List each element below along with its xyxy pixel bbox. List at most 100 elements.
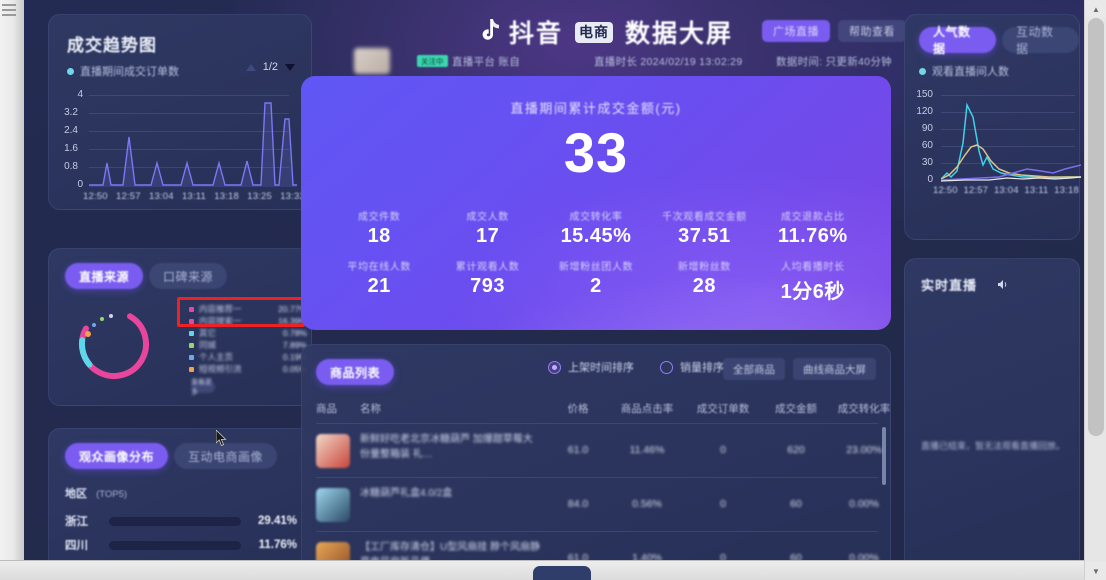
tab-interaction[interactable]: 互动数据	[1002, 25, 1079, 56]
legend-value: 0.19%	[282, 352, 307, 362]
scroll-up-arrow-icon[interactable]: ▲	[1085, 0, 1106, 18]
scroll-down-arrow-icon[interactable]: ▼	[1085, 562, 1106, 580]
tab-ecommerce-profile[interactable]: 互动电商画像	[174, 443, 278, 469]
browser-bottom-tab[interactable]	[533, 566, 591, 580]
pop-ytick-60: 60	[921, 140, 933, 151]
live-panel-title: 实时直播	[921, 278, 978, 293]
trend-xtick-4: 13:18	[214, 191, 240, 202]
browser-bottom-edge	[0, 560, 1106, 580]
legend-item[interactable]: 个人主页 0.19%	[189, 351, 307, 363]
pop-ytick-0: 0	[927, 174, 933, 185]
kpi-item: 人均看播时长 1分6秒	[759, 258, 867, 304]
region-row: 浙江 29.41%	[65, 513, 297, 529]
product-click-rate: 0.56%	[632, 498, 662, 510]
avatar-badge: 关注中	[417, 55, 448, 67]
pop-ytick-90: 90	[921, 123, 933, 134]
trend-ytick-32: 3.2	[64, 107, 78, 118]
legend-item[interactable]: 内容推荐一 20.77%	[189, 303, 307, 315]
col-click-rate: 商品点击率	[620, 403, 674, 415]
region-row: 四川 11.76%	[65, 537, 297, 553]
region-panel: 观众画像分布 互动电商画像 地区 (TOP5) 浙江 29.41% 四川 11.…	[48, 428, 312, 560]
kpi-value: 11.76%	[777, 225, 848, 247]
source-tabs: 直播来源 口碑来源	[65, 263, 228, 289]
source-more-button[interactable]: 查看更多	[191, 379, 215, 396]
kpi-value: 18	[367, 225, 391, 247]
trend-pager-label: 1/2	[262, 61, 278, 73]
region-name: 四川	[65, 540, 88, 552]
table-curve-screen-button[interactable]: 曲线商品大屏	[793, 358, 876, 380]
trend-xtick-3: 13:11	[181, 191, 207, 202]
product-orders: 0	[720, 498, 726, 510]
product-orders: 0	[720, 444, 726, 456]
legend-item[interactable]: 内容搜索一 16.39%	[189, 315, 307, 327]
trend-ytick-4: 4	[77, 89, 83, 100]
hero-label: 直播期间累计成交金额(元)	[510, 101, 682, 116]
live-message: 直播已结束，暂无法观看直播回放。	[921, 441, 1066, 451]
table-row[interactable]: 新鲜好吃老北京冰糖葫芦 加爆甜草莓大份量整箱装 礼… 61.0 11.46% 0…	[316, 423, 882, 477]
header-meta-delay: 数据时间: 只更新40分钟	[776, 56, 892, 68]
legend-item[interactable]: 其它 0.78%	[189, 327, 307, 339]
kpi-label: 成交退款占比	[780, 212, 845, 223]
header-buttons: 广场直播 帮助查看	[762, 20, 906, 42]
trend-pager[interactable]: 1/2	[245, 61, 295, 73]
table-row[interactable]: 冰糖葫芦礼盒4.0/2盒 84.0 0.56% 0 60 0.00%	[316, 477, 879, 531]
table-all-products-button[interactable]: 全部商品	[723, 358, 785, 380]
header-title-part1: 抖音	[509, 20, 564, 48]
scrollbar-thumb[interactable]	[1088, 18, 1104, 436]
pop-xtick-0: 12:50	[933, 185, 958, 196]
product-table-panel: 商品列表 上架时间排序 销量排序 全部商品 曲线商品大屏	[301, 344, 891, 560]
menu-icon[interactable]	[2, 4, 16, 16]
tab-source-word[interactable]: 口碑来源	[149, 263, 228, 289]
kpi-item: 成交转化率 15.45%	[542, 208, 650, 248]
live-panel: 实时直播 直播已结束，暂无法观看直播回放。	[904, 258, 1080, 560]
source-donut-chart	[71, 301, 157, 387]
region-pct: 11.76%	[258, 539, 297, 551]
legend-value: 0.05%	[282, 364, 307, 374]
legend-item[interactable]: 同城 7.89%	[189, 339, 307, 351]
avatar[interactable]	[354, 48, 390, 74]
table-row[interactable]: 【工厂库存清仓】U型风扇挂 脖个风扇静音电风扇新品便… 61.0 1.40% 0…	[316, 531, 879, 560]
page-scrollbar[interactable]: ▲ ▼	[1084, 0, 1106, 580]
triangle-up-icon[interactable]	[245, 63, 256, 71]
tab-product-list[interactable]: 商品列表	[316, 359, 395, 385]
col-amount: 成交金额	[775, 403, 817, 415]
kpi-label: 新增粉丝数	[677, 262, 731, 273]
header-help-button[interactable]: 帮助查看	[838, 20, 906, 42]
product-thumbnail	[316, 488, 350, 522]
radio-sort-sales[interactable]: 销量排序	[660, 359, 724, 375]
trend-xtick-2: 13:04	[148, 191, 174, 202]
pop-ytick-120: 120	[916, 106, 933, 117]
tab-source-live[interactable]: 直播来源	[65, 263, 144, 289]
tab-popularity[interactable]: 人气数据	[919, 25, 996, 56]
legend-dot-icon	[67, 67, 74, 75]
kpi-item: 新增粉丝团人数 2	[542, 258, 650, 304]
col-conversion: 成交转化率	[837, 403, 891, 415]
product-amount: 60	[790, 552, 802, 560]
trend-ytick-16: 1.6	[64, 143, 78, 154]
table-scroll-thumb[interactable]	[882, 427, 886, 485]
legend-item[interactable]: 短视频引流 0.05%	[189, 363, 307, 375]
radio-sort-uptime[interactable]: 上架时间排序	[548, 359, 634, 375]
header-primary-button[interactable]: 广场直播	[762, 20, 830, 42]
legend-label: 内容搜索一	[199, 316, 242, 326]
brand-header: 抖音 电商 数据大屏	[476, 14, 733, 50]
legend-label: 个人主页	[199, 352, 234, 362]
product-name: 新鲜好吃老北京冰糖葫芦 加爆甜草莓大份量整箱装 礼…	[360, 434, 533, 460]
kpi-grid: 成交件数 18 成交人数 17 成交转化率 15.45% 千次观看成交金额 37.51 …	[325, 208, 867, 304]
legend-swatch	[189, 342, 194, 348]
kpi-label: 新增粉丝团人数	[558, 262, 634, 273]
pop-ytick-150: 150	[916, 89, 933, 100]
tab-audience-profile[interactable]: 观众画像分布	[65, 443, 169, 469]
kpi-label: 人均看播时长	[780, 262, 845, 273]
product-price: 84.0	[567, 498, 589, 510]
kpi-item: 成交退款占比 11.76%	[759, 208, 867, 248]
speaker-icon[interactable]	[997, 277, 1009, 289]
pop-xtick-1: 12:57	[963, 185, 989, 196]
kpi-label: 成交人数	[466, 212, 509, 223]
table-buttons: 全部商品 曲线商品大屏	[723, 358, 876, 380]
product-conversion: 23.00%	[846, 444, 882, 456]
trend-ytick-08: 0.8	[64, 161, 78, 172]
triangle-down-icon[interactable]	[285, 63, 295, 71]
source-legend: 内容推荐一 20.77% 内容搜索一 16.39% 其它 0.78% 同城 7.…	[189, 303, 307, 375]
